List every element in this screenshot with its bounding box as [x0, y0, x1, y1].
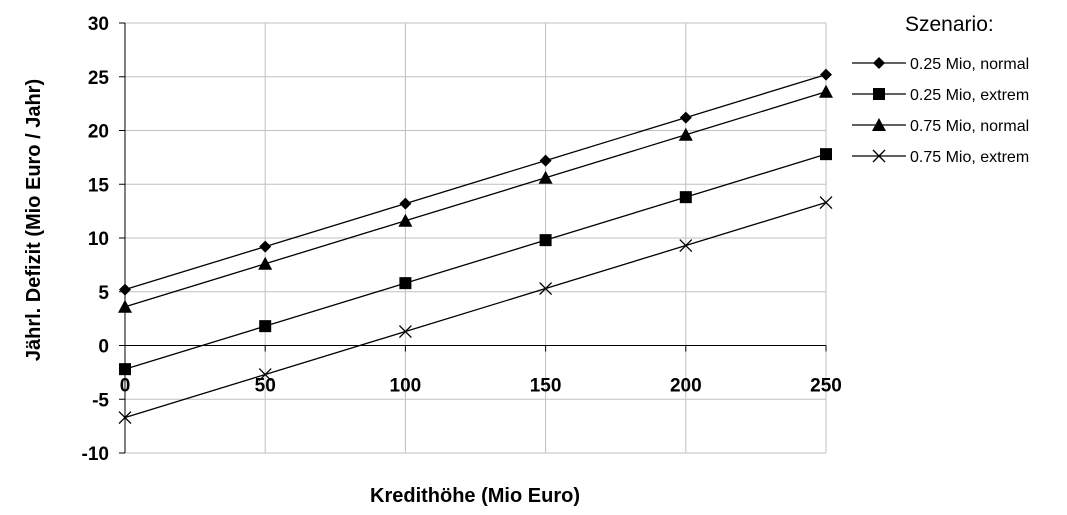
series-line [124, 73, 827, 291]
y-tick-label: -5 [92, 390, 109, 411]
data-point [679, 239, 693, 252]
x-tick-label: 50 [255, 376, 276, 397]
data-point [398, 213, 413, 227]
x-marker-stroke [118, 411, 132, 424]
legend-marker [873, 57, 885, 69]
series-line [124, 91, 827, 308]
x-marker-stroke [679, 239, 693, 252]
y-tick-label: -10 [82, 444, 109, 465]
legend-label: 0.75 Mio, extrem [910, 149, 1029, 166]
legend-marker [872, 149, 886, 163]
data-point [539, 154, 552, 167]
x-tick-label: 200 [670, 376, 702, 397]
data-point [259, 320, 272, 333]
x-tick-labels: 0 50 100 150 200 250 [120, 376, 842, 397]
x-marker-stroke [539, 282, 553, 295]
data-point [679, 191, 692, 204]
data-point [258, 368, 272, 381]
x-tick-label: 250 [810, 376, 842, 397]
data-point [679, 111, 692, 124]
series-3 [118, 84, 833, 313]
data-point [119, 363, 131, 376]
legend-item: 0.25 Mio, normal [852, 56, 1029, 73]
legend-marker [872, 118, 886, 131]
series-4 [118, 196, 833, 424]
data-point [399, 277, 412, 290]
legend-item: 0.75 Mio, normal [852, 118, 1029, 135]
y-tick-label: 5 [98, 283, 109, 304]
data-point [819, 84, 833, 98]
legend-label: 0.75 Mio, normal [910, 118, 1029, 135]
data-point [119, 283, 131, 296]
series-line [124, 153, 827, 370]
x-marker-stroke [258, 368, 272, 381]
x-axis-title: Kredithöhe (Mio Euro) [370, 485, 580, 507]
series-1 [119, 68, 832, 296]
x-tick-label: 0 [120, 376, 131, 397]
legend-item: 0.75 Mio, extrem [852, 149, 1029, 166]
legend-label: 0.25 Mio, normal [910, 56, 1029, 73]
y-axis-title: Jährl. Defizit (Mio Euro / Jahr) [23, 79, 45, 361]
data-point [819, 196, 833, 209]
data-point [538, 170, 553, 184]
y-tick-labels: 30 25 20 15 10 5 0 -5 -10 [82, 14, 110, 465]
data-point [259, 240, 272, 253]
x-marker-stroke [872, 149, 886, 163]
y-tick-label: 0 [98, 337, 109, 358]
series-2 [119, 148, 832, 376]
grid-lines [125, 22, 827, 454]
axes [119, 22, 827, 454]
x-tick-label: 150 [530, 376, 562, 397]
y-tick-label: 10 [88, 229, 109, 250]
y-tick-label: 30 [88, 14, 109, 35]
x-tick-label: 100 [390, 376, 422, 397]
data-point [258, 256, 273, 270]
series-group [118, 68, 833, 424]
legend: Szenario: 0.25 Mio, normal 0.25 Mio, extr… [852, 13, 1029, 166]
legend-title: Szenario: [905, 13, 994, 36]
series-line [124, 201, 827, 419]
data-point [118, 299, 132, 313]
legend-marker [873, 88, 885, 100]
y-tick-label: 25 [88, 68, 110, 89]
data-point [399, 197, 412, 210]
data-point [820, 148, 832, 161]
y-tick-label: 15 [88, 175, 110, 196]
data-point [678, 127, 693, 141]
data-point [820, 68, 832, 81]
x-marker-stroke [398, 325, 412, 338]
legend-items: 0.25 Mio, normal 0.25 Mio, extrem 0.75 Mio… [852, 56, 1029, 166]
legend-item: 0.25 Mio, extrem [852, 87, 1029, 104]
data-point [118, 411, 132, 424]
data-point [398, 325, 412, 338]
x-marker-stroke [819, 196, 833, 209]
y-tick-label: 20 [88, 122, 109, 143]
data-point [539, 282, 553, 295]
legend-label: 0.25 Mio, extrem [910, 87, 1029, 104]
data-point [539, 234, 552, 247]
